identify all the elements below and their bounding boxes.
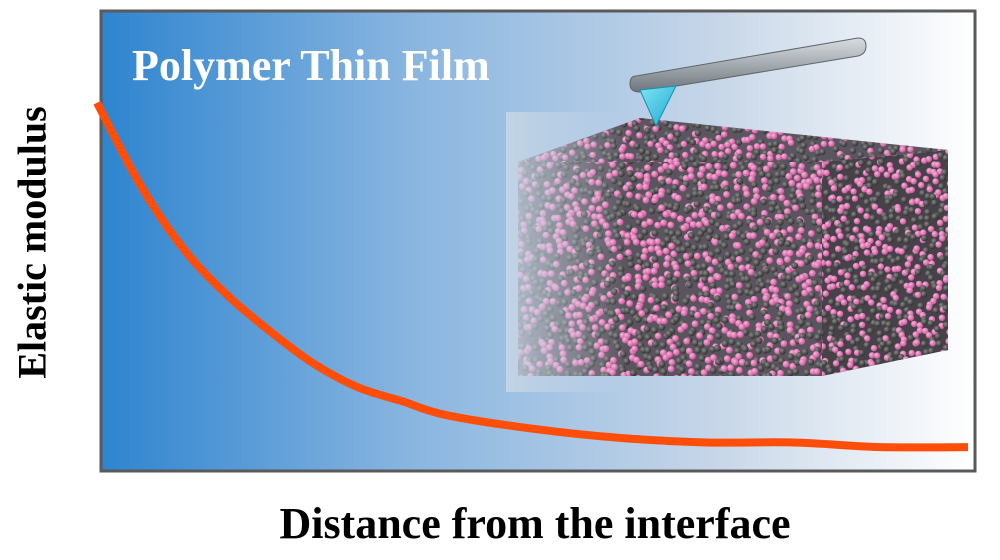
modulus-curve (93, 100, 969, 452)
y-axis-label: Elastic modulus (9, 105, 55, 379)
afm-cantilever (629, 37, 867, 93)
afm-probe (629, 37, 867, 128)
polymer-block (506, 112, 948, 392)
panel-title: Polymer Thin Film (132, 41, 490, 90)
x-axis-label: Distance from the interface (279, 499, 791, 548)
block-fade (506, 112, 626, 392)
afm-tip (639, 85, 677, 128)
